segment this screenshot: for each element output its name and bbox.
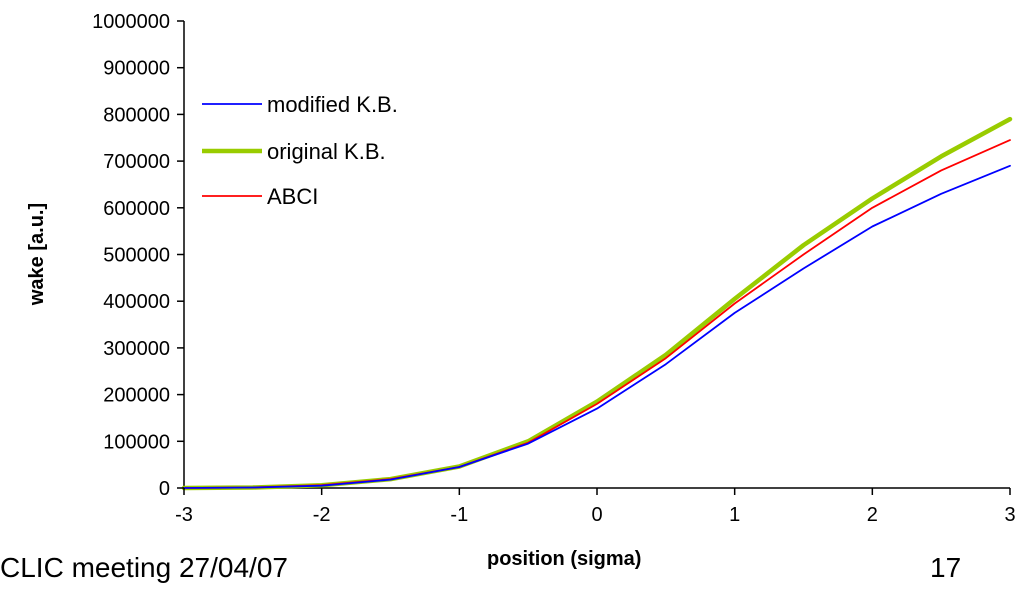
x-axis-title: position (sigma) (487, 548, 642, 570)
y-tick-label: 800000 (103, 104, 170, 126)
series-line-1 (181, 116, 1013, 491)
x-tick-label: -1 (450, 504, 468, 526)
x-tick-label: 1 (729, 504, 740, 526)
y-tick-label: 600000 (103, 198, 170, 220)
y-tick-label: 0 (159, 478, 170, 500)
x-tick-label: 0 (591, 504, 602, 526)
x-tick-label: 3 (1004, 504, 1015, 526)
series-layer (181, 116, 1013, 491)
legend: modified K.B. original K.B. ABCI (202, 92, 398, 209)
y-axis-title: wake [a.u.] (26, 203, 48, 306)
y-tick-label: 300000 (103, 338, 170, 360)
x-tick-label: 2 (867, 504, 878, 526)
meeting-caption: CLIC meeting 27/04/07 (0, 552, 288, 583)
legend-label: ABCI (267, 184, 318, 209)
legend-label: modified K.B. (267, 92, 398, 117)
page-number: 17 (930, 552, 962, 583)
y-tick-label: 200000 (103, 385, 170, 407)
legend-label: original K.B. (267, 139, 386, 164)
y-tick-label: 500000 (103, 245, 170, 267)
y-axis: 0 100000 200000 300000 400000 500000 600000 700… (92, 11, 184, 500)
x-tick-label: -2 (313, 504, 331, 526)
y-tick-label: 400000 (103, 291, 170, 313)
x-axis: -3 -2 -1 0 1 2 3 (175, 488, 1016, 526)
x-tick-label: -3 (175, 504, 193, 526)
y-tick-label: 900000 (103, 58, 170, 80)
y-tick-label: 1000000 (92, 11, 170, 33)
series-line-0 (183, 164, 1011, 489)
y-tick-label: 700000 (103, 151, 170, 173)
y-tick-label: 100000 (103, 431, 170, 453)
